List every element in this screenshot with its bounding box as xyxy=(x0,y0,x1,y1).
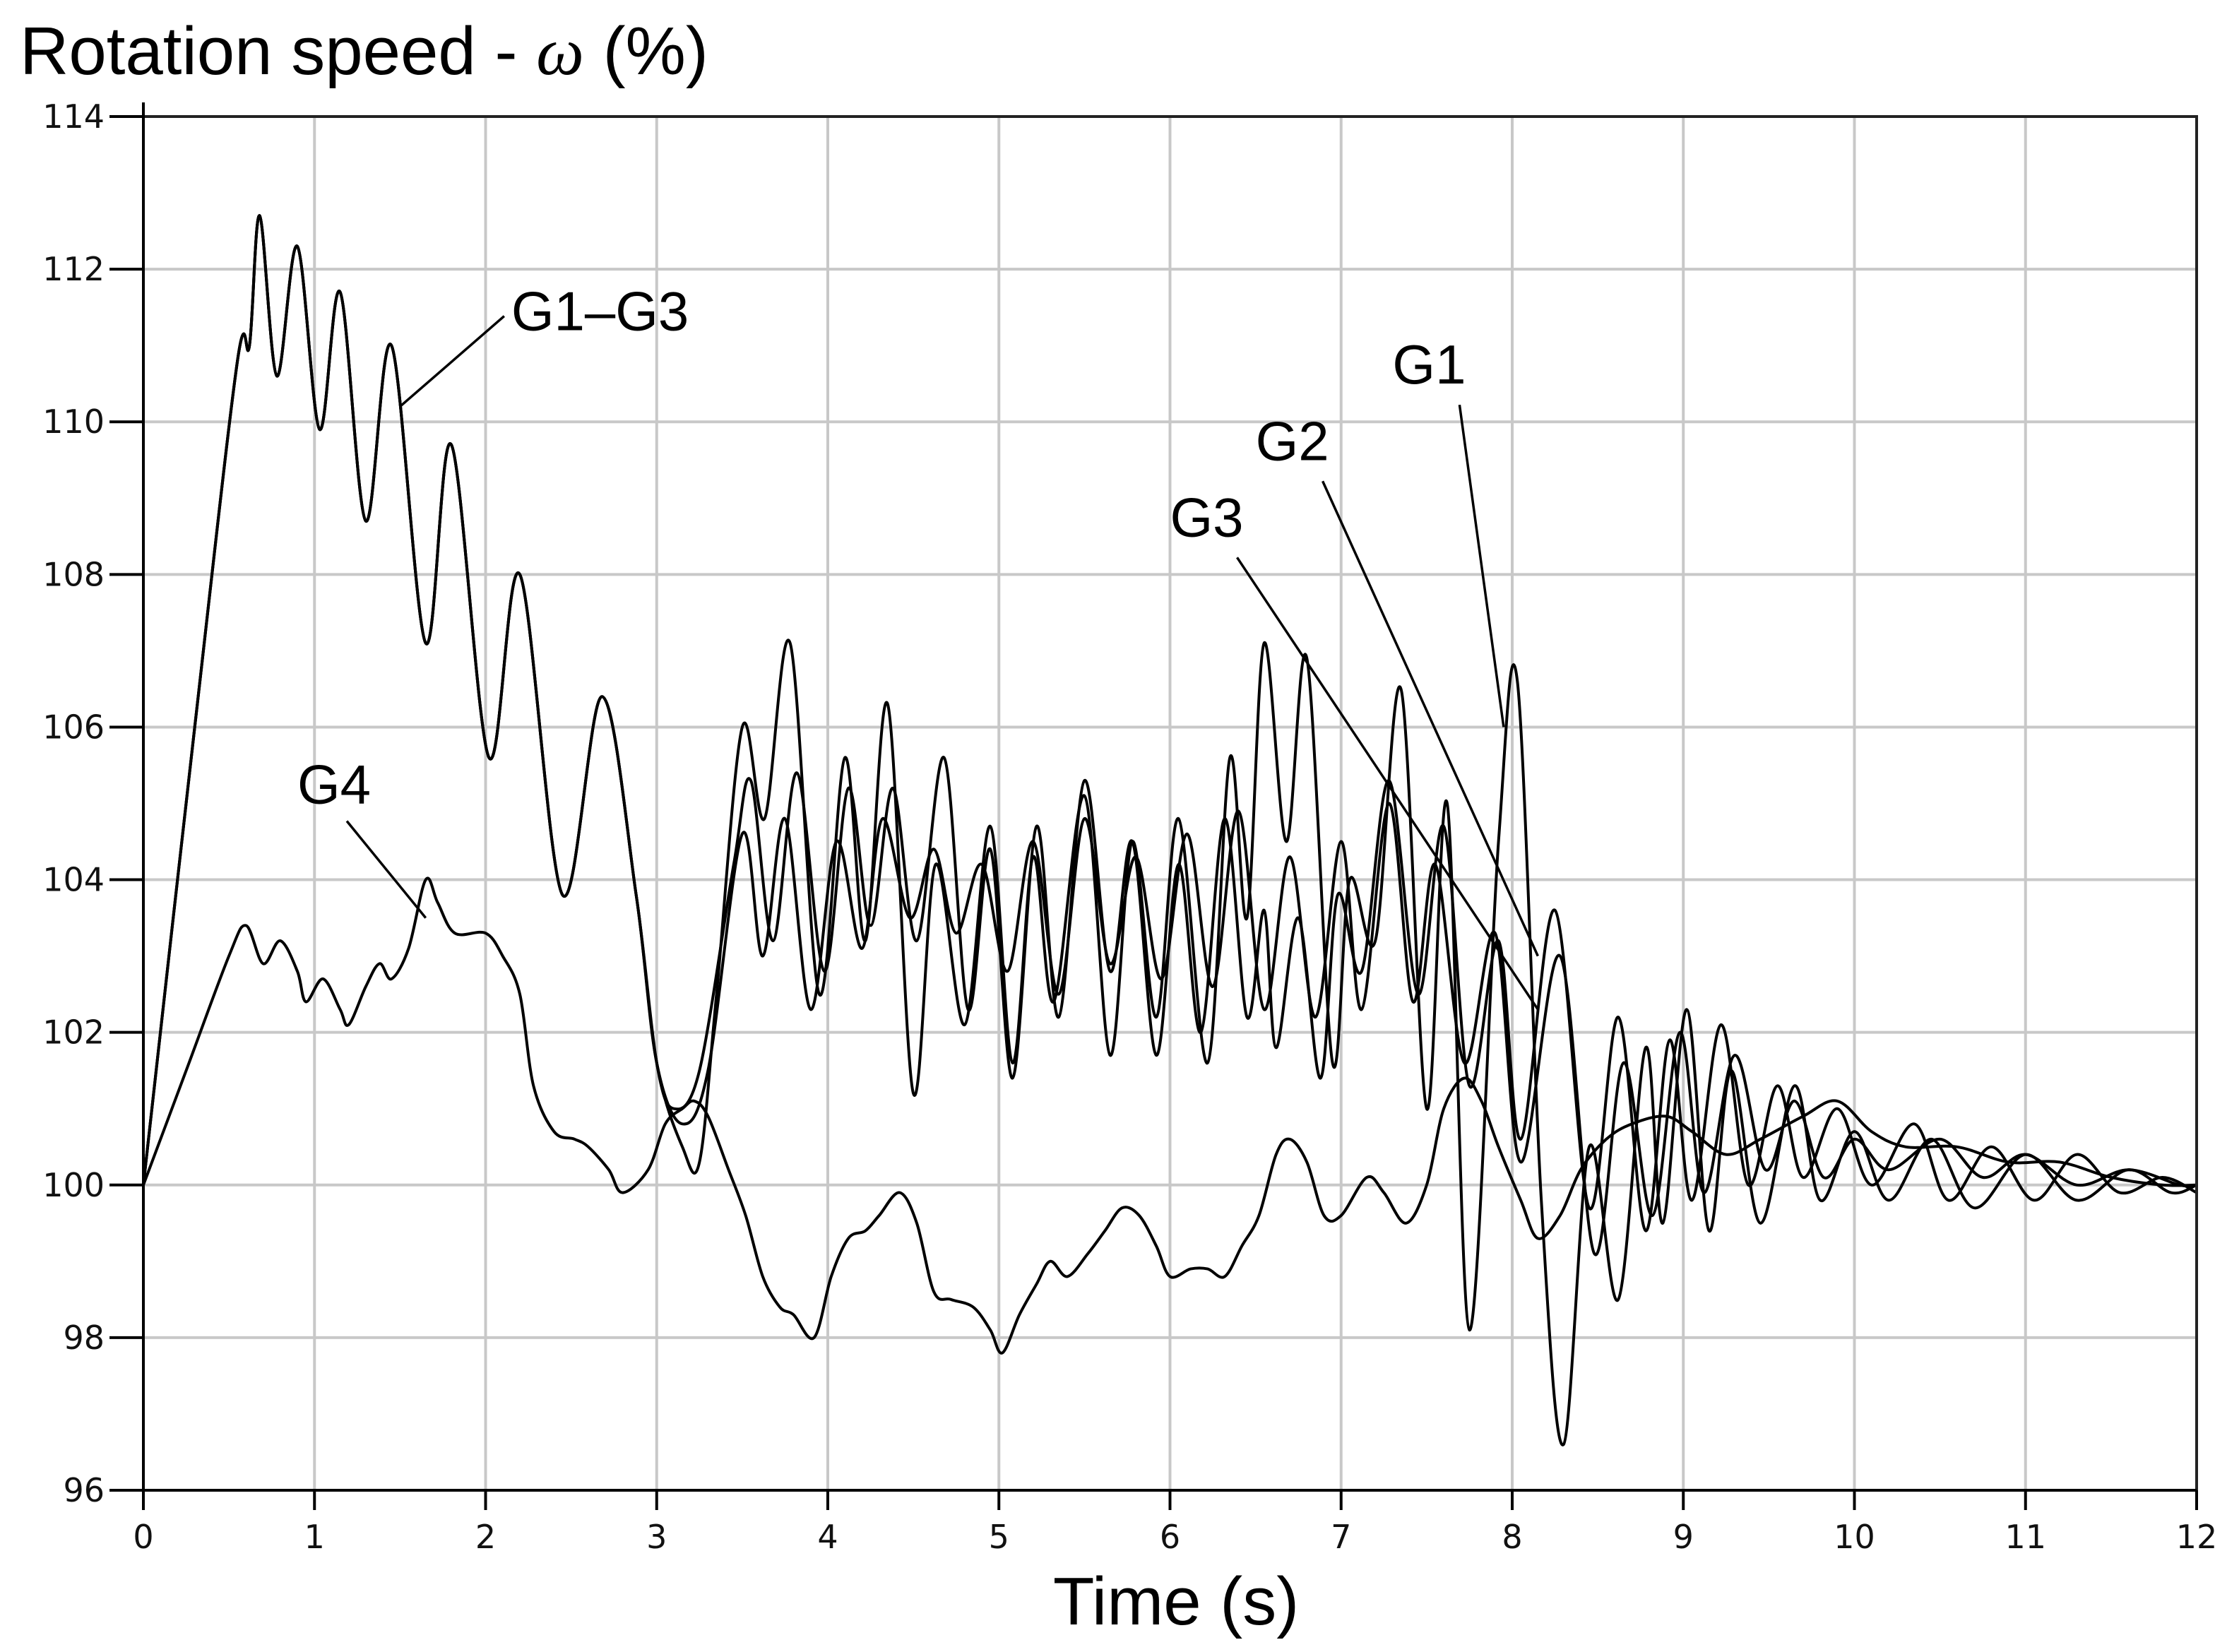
y-tick-label: 102 xyxy=(42,1014,105,1052)
y-tick-label: 108 xyxy=(42,555,105,593)
y-axis-title-symbol: ω xyxy=(536,13,584,89)
y-tick-label: 110 xyxy=(42,403,105,441)
x-tick-label: 3 xyxy=(646,1518,667,1556)
series-line-g4 xyxy=(142,876,2198,1355)
y-tick-label: 96 xyxy=(63,1471,105,1509)
annotation-label-g2: G2 xyxy=(1256,410,1329,472)
annotation-label-g3: G3 xyxy=(1170,486,1244,548)
x-tick-label: 2 xyxy=(475,1518,496,1556)
y-tick-label: 106 xyxy=(42,708,105,746)
x-tick-label: 12 xyxy=(2176,1518,2218,1556)
annotation-label-g4: G4 xyxy=(297,754,371,816)
y-tick-label: 98 xyxy=(63,1319,105,1357)
grid xyxy=(142,115,2198,1492)
annotation-leader-g1 xyxy=(1458,404,1505,727)
y-axis-title-suffix: (%) xyxy=(584,13,708,89)
x-tick-label: 0 xyxy=(133,1518,153,1556)
y-tick-label: 104 xyxy=(42,861,105,899)
series-layer xyxy=(142,214,2198,1446)
x-tick-label: 7 xyxy=(1331,1518,1351,1556)
y-axis-title-prefix: Rotation speed - xyxy=(20,13,536,89)
annotation-leader-g4 xyxy=(345,820,427,919)
series-line-g3 xyxy=(142,214,2198,1256)
y-tick-label: 112 xyxy=(42,250,105,288)
x-axis-title: Time (s) xyxy=(1053,1564,1299,1639)
x-tick-label: 8 xyxy=(1502,1518,1522,1556)
x-tick-label: 9 xyxy=(1673,1518,1694,1556)
x-tick-label: 11 xyxy=(2005,1518,2046,1556)
y-tick-label: 100 xyxy=(42,1166,105,1204)
x-tick-label: 10 xyxy=(1834,1518,1875,1556)
x-tick-label: 4 xyxy=(817,1518,838,1556)
annotation-label-g1: G1 xyxy=(1392,333,1466,396)
annotation-leader-g3 xyxy=(1236,557,1539,1011)
x-tick-label: 1 xyxy=(304,1518,325,1556)
annotation-leader-g1-g3 xyxy=(399,315,505,408)
x-tick-label: 5 xyxy=(989,1518,1009,1556)
y-tick-label: 114 xyxy=(42,97,105,136)
x-tick-label: 6 xyxy=(1160,1518,1180,1556)
y-axis-title: Rotation speed - ω (%) xyxy=(20,13,708,89)
annotation-leader-g2 xyxy=(1322,480,1539,957)
annotation-label-g1-g3: G1–G3 xyxy=(511,280,689,343)
